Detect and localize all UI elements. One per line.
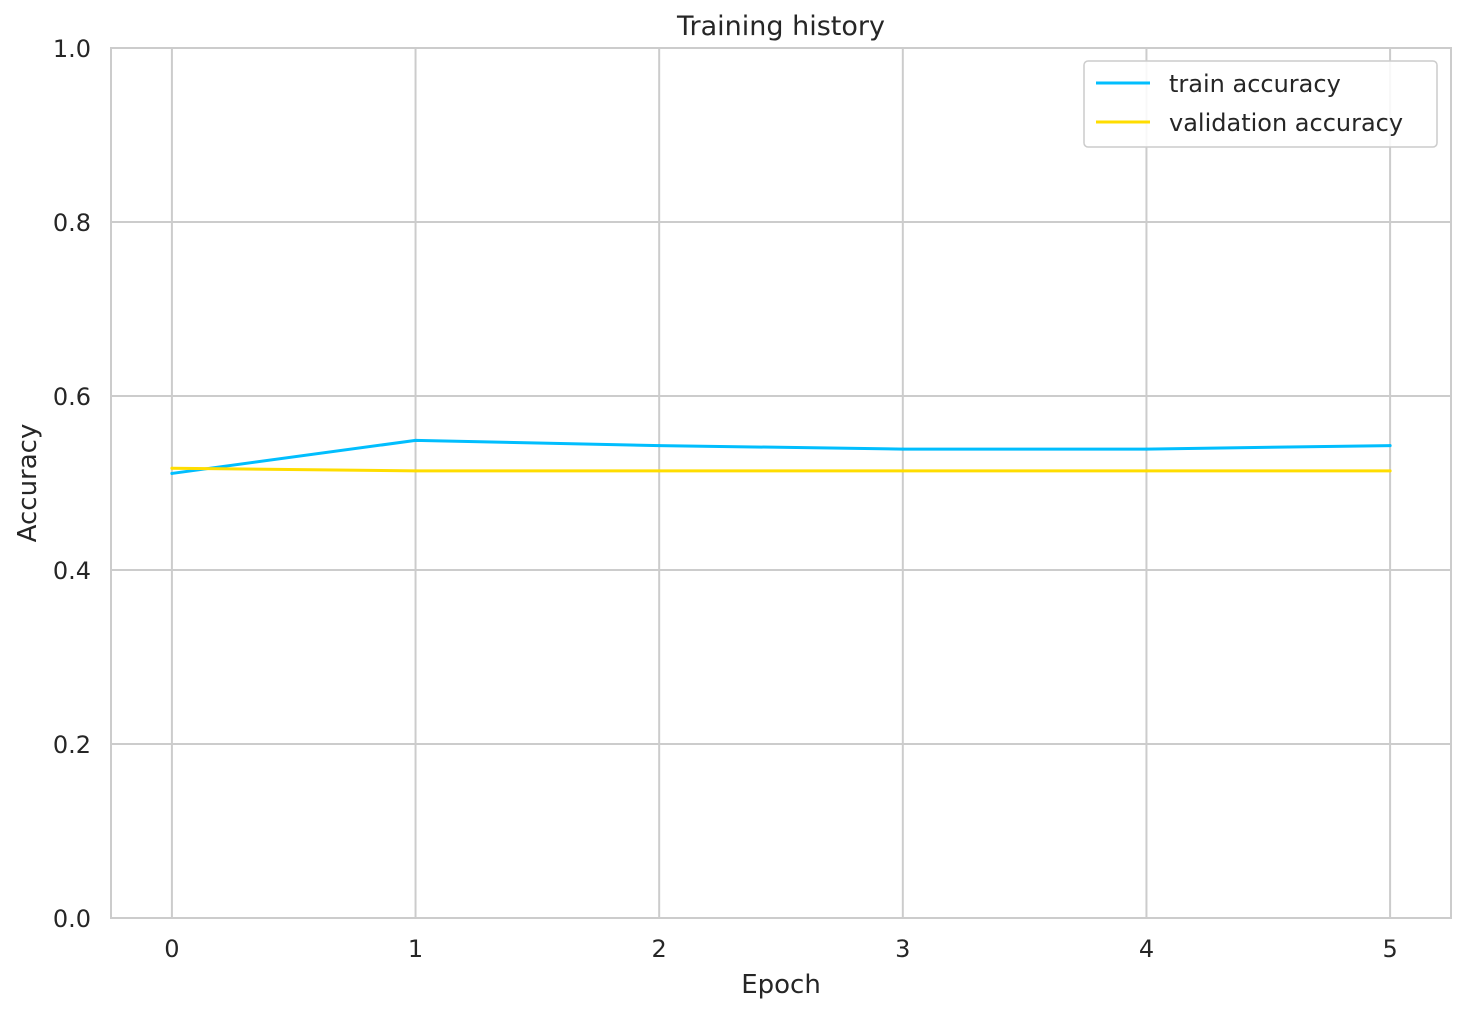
y-tick-label: 0.0 — [53, 905, 91, 933]
data-point — [657, 469, 661, 473]
x-axis-title: Epoch — [741, 970, 821, 1000]
y-axis-title: Accuracy — [13, 424, 43, 543]
data-point — [414, 469, 418, 473]
data-point — [1144, 469, 1148, 473]
x-tick-label: 3 — [895, 935, 910, 963]
legend-label: validation accuracy — [1169, 109, 1403, 137]
x-tick-label: 4 — [1139, 935, 1154, 963]
series-lines — [170, 438, 1392, 475]
y-tick-label: 0.4 — [53, 557, 91, 585]
data-point — [414, 438, 418, 442]
plot-frame — [110, 47, 1452, 919]
data-point — [657, 444, 661, 448]
x-tick-label: 5 — [1382, 935, 1397, 963]
data-point — [1388, 469, 1392, 473]
y-tick-label: 0.6 — [53, 383, 91, 411]
y-tick-label: 0.8 — [53, 209, 91, 237]
x-tick-label: 0 — [164, 935, 179, 963]
data-point — [901, 469, 905, 473]
data-point — [1144, 447, 1148, 451]
data-point — [170, 466, 174, 470]
legend-label: train accuracy — [1169, 70, 1341, 98]
chart-title: Training history — [676, 11, 885, 42]
legend-box — [1083, 60, 1438, 148]
y-tick-label: 0.2 — [53, 731, 91, 759]
x-tick-label: 2 — [652, 935, 667, 963]
series-line-train-accuracy — [170, 438, 1392, 475]
data-point — [1388, 444, 1392, 448]
x-tick-label: 1 — [408, 935, 423, 963]
data-point — [170, 471, 174, 475]
series-line-validation-accuracy — [170, 466, 1392, 473]
data-point — [901, 447, 905, 451]
tick-labels: 0 1 2 3 4 5 0.0 0.2 0.4 0.6 0.8 1.0 — [53, 35, 1398, 963]
y-tick-label: 1.0 — [53, 35, 91, 63]
legend: train accuracy validation accuracy — [1083, 60, 1438, 148]
